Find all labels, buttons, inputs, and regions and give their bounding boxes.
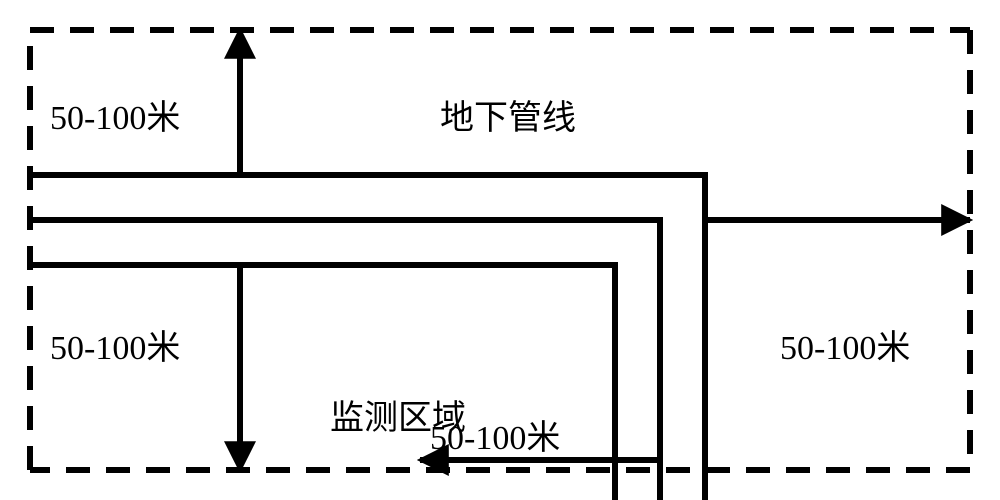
diagram-root: 50-100米 50-100米 50-100米 50-100米 地下管线 监测区… (0, 0, 1000, 500)
label-title-pipeline: 地下管线 (440, 90, 576, 139)
pipeline-path (30, 265, 615, 500)
label-distance-mid-left: 50-100米 (50, 320, 180, 369)
label-distance-top-left: 50-100米 (50, 90, 180, 139)
label-distance-right: 50-100米 (780, 320, 910, 369)
label-title-monitor-area: 监测区域 (330, 390, 466, 439)
